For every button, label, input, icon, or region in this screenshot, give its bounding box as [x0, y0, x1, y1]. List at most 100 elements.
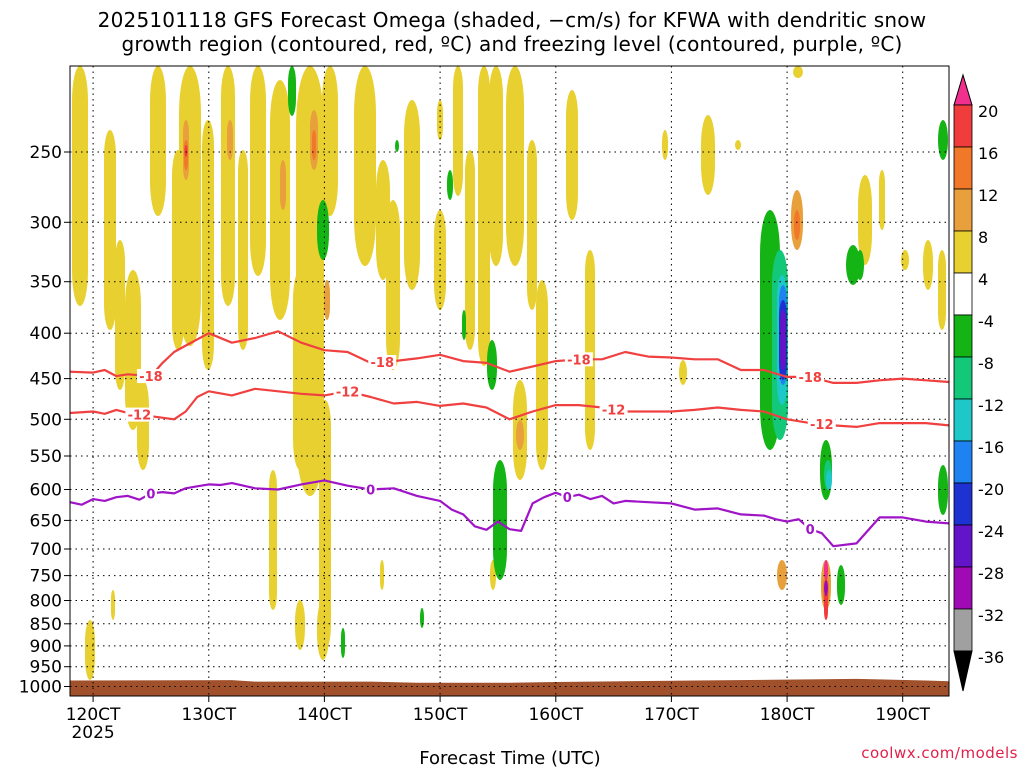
y-tick-label: 550 — [30, 447, 62, 467]
omega-blob — [184, 145, 188, 157]
omega-blob — [115, 240, 125, 390]
y-tick-label: 800 — [30, 592, 62, 612]
contour-label-bg — [807, 417, 836, 432]
colorbar-label: -8 — [978, 354, 994, 373]
colorbar: 20 16 12 8 4 -4 -8 -12 -16 -20 -24 -28 -32 -36 — [953, 73, 1004, 692]
colorbar-label: -36 — [978, 648, 1004, 667]
x-tick-label: 150CT — [413, 705, 468, 725]
colorbar-segment — [953, 566, 973, 610]
y-tick-label: 400 — [30, 324, 62, 344]
omega-blob — [826, 470, 832, 490]
colorbar-label: 8 — [978, 228, 988, 247]
omega-blob — [879, 170, 885, 230]
y-tick-label: 350 — [30, 273, 62, 293]
omega-blob — [319, 400, 331, 650]
y-axis-ticks: 2503003504004505005506006507007508008509… — [19, 143, 70, 698]
y-tick-label: 850 — [30, 615, 62, 635]
contour-label-bg — [599, 402, 628, 417]
omega-blob — [506, 66, 524, 266]
omega-blob — [280, 160, 286, 210]
omega-blob — [150, 66, 166, 216]
colorbar-segment — [953, 104, 973, 148]
omega-blob — [404, 100, 420, 290]
omega-blob — [858, 175, 872, 265]
omega-blob — [341, 628, 345, 658]
chart-title-line1: 2025101118 GFS Forecast Omega (shaded, −… — [97, 8, 927, 32]
x-tick-label: 130CT — [181, 705, 236, 725]
omega-blob — [465, 150, 475, 350]
x-tick-label: 190CT — [875, 705, 930, 725]
omega-blob — [489, 66, 503, 266]
omega-blob — [238, 150, 248, 350]
omega-blob — [227, 120, 233, 160]
omega-blob — [662, 130, 668, 160]
contour-label: -12 — [810, 418, 834, 433]
colorbar-label: 16 — [978, 144, 998, 163]
contour-line — [69, 330, 950, 384]
omega-blob — [312, 130, 316, 160]
y-tick-label: 500 — [30, 410, 62, 430]
omega-blob — [837, 565, 845, 605]
omega-blob — [437, 100, 443, 140]
contour-label-bg — [144, 486, 157, 501]
contour-label: -18 — [371, 356, 395, 371]
omega-blob — [317, 200, 329, 260]
contour-label-bg — [368, 355, 397, 370]
contour-label: -12 — [602, 403, 626, 418]
omega-blob — [125, 270, 141, 430]
contour-label: -18 — [798, 371, 822, 386]
contours: -18 -18 -18 -18 -12 -12 -12 -12 0 0 0 0 — [69, 330, 950, 548]
colorbar-label: 20 — [978, 102, 998, 121]
colorbar-segment — [953, 398, 973, 442]
omega-blob — [780, 310, 786, 370]
x-tick-label: 180CT — [760, 705, 815, 725]
colorbar-segment — [953, 524, 973, 568]
colorbar-segment — [953, 188, 973, 232]
colorbar-segment — [953, 230, 973, 274]
terrain-fill — [70, 678, 949, 696]
omega-blob — [846, 245, 860, 285]
contour-label-bg — [364, 482, 377, 497]
omega-blob — [824, 560, 828, 580]
omega-blob — [322, 66, 338, 216]
omega-blob — [536, 280, 548, 470]
colorbar-label: -32 — [978, 606, 1004, 625]
y-tick-label: 700 — [30, 540, 62, 560]
omega-blob — [453, 66, 463, 196]
omega-blob — [527, 140, 537, 310]
contour-label-bg — [564, 352, 593, 367]
omega-blob — [111, 590, 115, 620]
contour-label: -12 — [128, 409, 152, 424]
omega-blob — [137, 380, 149, 470]
plot-frame — [69, 65, 950, 697]
omega-blob — [85, 620, 95, 680]
y-tick-label: 900 — [30, 637, 62, 657]
contour-label-bg — [796, 369, 825, 384]
contour-label-bg — [804, 522, 817, 537]
omega-blob — [324, 280, 330, 320]
colorbar-segment — [953, 314, 973, 358]
chart-title: 2025101118 GFS Forecast Omega (shaded, −… — [0, 8, 1024, 56]
omega-blob — [516, 420, 524, 450]
contour-label: -12 — [336, 385, 360, 400]
colorbar-arrow-top — [953, 73, 973, 106]
contour-label: 0 — [563, 491, 572, 506]
omega-blob — [938, 120, 948, 160]
omega-blob — [288, 66, 296, 116]
y-tick-label: 1000 — [19, 678, 62, 698]
colorbar-label: -24 — [978, 522, 1004, 541]
colorbar-label: -4 — [978, 312, 994, 331]
omega-blob — [824, 590, 828, 620]
contour-label: 0 — [146, 487, 155, 502]
grid — [70, 66, 949, 696]
omega-blob — [202, 120, 214, 370]
omega-blob — [856, 250, 864, 280]
y-tick-label: 250 — [30, 143, 62, 163]
colorbar-label: -16 — [978, 438, 1004, 457]
omega-blob — [269, 470, 277, 610]
omega-blob — [585, 250, 595, 450]
colorbar-segment — [953, 608, 973, 652]
colorbar-segment — [953, 272, 973, 316]
x-axis-label: Forecast Time (UTC) — [419, 748, 600, 768]
